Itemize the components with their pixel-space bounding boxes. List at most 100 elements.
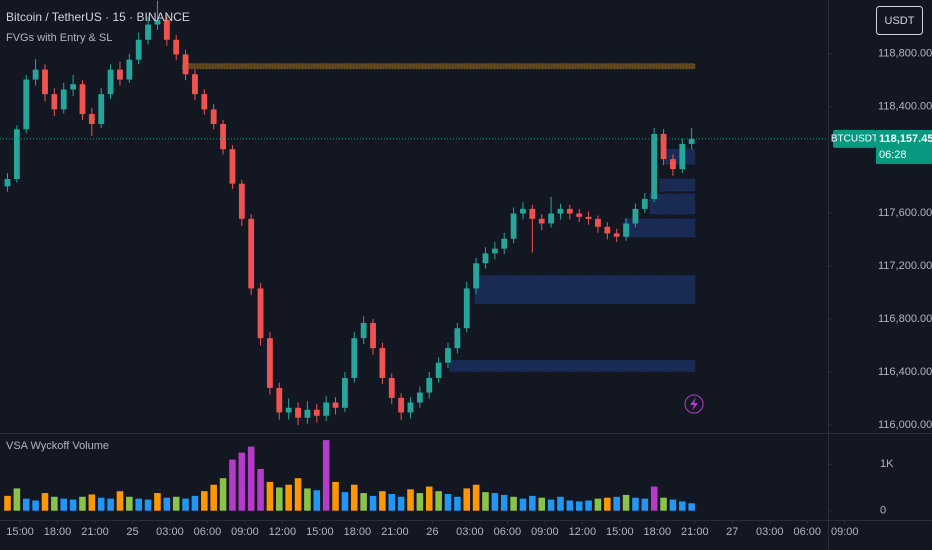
- x-tick-label: 06:00: [194, 526, 222, 538]
- y-tick-label: 116,000.00: [878, 419, 932, 431]
- candle-body: [595, 218, 601, 227]
- volume-bar: [191, 495, 199, 511]
- candle-body: [473, 263, 480, 289]
- volume-bar: [332, 481, 339, 511]
- fvg-zone: [624, 218, 696, 238]
- candle-body: [566, 208, 573, 214]
- x-tick-label: 09:00: [831, 526, 859, 538]
- candle-body: [416, 392, 423, 403]
- candle-body: [154, 19, 161, 25]
- volume-bar: [594, 498, 602, 511]
- candle-body: [360, 322, 367, 339]
- volume-bar: [632, 497, 639, 511]
- alert-icon[interactable]: [684, 394, 704, 414]
- volume-bar: [219, 478, 227, 511]
- alert-bolt[interactable]: [690, 397, 698, 411]
- volume-bar: [229, 459, 236, 511]
- volume-bar: [13, 488, 21, 511]
- candle-body: [201, 94, 208, 110]
- volume-bar: [622, 494, 630, 511]
- volume-bar: [154, 493, 161, 511]
- volume-bar: [285, 484, 292, 511]
- candle-body: [688, 138, 695, 144]
- volume-bar: [613, 496, 620, 511]
- volume-bar: [454, 496, 461, 511]
- volume-bar: [547, 499, 555, 511]
- symbol-tag: [833, 129, 876, 148]
- volume-bar: [585, 500, 592, 511]
- countdown: 06:28: [879, 149, 907, 161]
- candle-body: [510, 213, 517, 239]
- volume-bar: [144, 499, 152, 511]
- x-tick-label: 15:00: [306, 526, 334, 538]
- candle-body: [641, 198, 648, 209]
- volume-bar: [435, 491, 442, 511]
- candle-body: [426, 377, 433, 393]
- volume-bar: [379, 491, 386, 511]
- volume-bar: [538, 497, 545, 511]
- x-tick-label: 21:00: [681, 526, 709, 538]
- volume-bar: [88, 494, 96, 511]
- volume-bar: [69, 499, 77, 511]
- candle-body: [220, 123, 226, 150]
- candle-body: [491, 248, 498, 254]
- volume-bar: [407, 489, 414, 511]
- candle-body: [323, 402, 330, 416]
- candle-body: [435, 362, 442, 378]
- candle-body: [576, 213, 583, 217]
- candle-body: [407, 402, 414, 413]
- x-tick-label: 03:00: [156, 526, 184, 538]
- fvg-zone: [659, 178, 696, 192]
- candle-body: [341, 377, 348, 408]
- candle-body: [126, 59, 133, 80]
- candle-body: [79, 84, 86, 115]
- last-price-label: 118,157.45: [879, 133, 932, 145]
- x-tick-label: 18:00: [644, 526, 672, 538]
- candle-body: [70, 84, 77, 90]
- volume-bar: [444, 493, 452, 511]
- candle-body: [304, 409, 311, 418]
- volume-bar: [210, 484, 217, 511]
- volume-bar: [22, 498, 30, 511]
- volume-bar: [135, 498, 142, 511]
- candle-body: [538, 218, 545, 224]
- candle-body: [670, 159, 676, 170]
- x-tick-label: 27: [726, 526, 738, 538]
- fvg-zone: [649, 193, 696, 215]
- volume-bar: [575, 501, 583, 511]
- volume-bar: [510, 496, 517, 511]
- candle-body: [482, 253, 489, 264]
- candle-body: [651, 133, 658, 199]
- currency-button[interactable]: [876, 6, 923, 35]
- candle-body: [520, 208, 526, 214]
- volume-bar: [360, 493, 367, 511]
- y-tick-label: 116,800.00: [878, 313, 932, 325]
- volume-bar: [182, 498, 189, 511]
- candle-body: [613, 233, 620, 237]
- volume-bar: [669, 499, 677, 511]
- volume-bar: [341, 492, 349, 511]
- candle-body: [463, 288, 470, 329]
- candle-body: [88, 114, 95, 124]
- x-tick-label: 15:00: [606, 526, 634, 538]
- candle-body: [210, 109, 217, 124]
- volume-bar: [641, 498, 649, 511]
- y-tick-label: 117,200.00: [878, 260, 932, 272]
- volume-bar: [529, 495, 536, 511]
- y-tick-label: 118,800.00: [878, 48, 932, 60]
- volume-bar: [126, 496, 133, 511]
- candle-body: [135, 39, 142, 60]
- volume-bar: [266, 481, 274, 511]
- volume-bar: [32, 500, 39, 511]
- candle-body: [604, 226, 611, 234]
- volume-bar: [566, 500, 574, 511]
- volume-bar: [60, 498, 68, 511]
- candle-body: [332, 402, 339, 408]
- currency-label[interactable]: USDT: [885, 15, 915, 27]
- candle-body: [192, 74, 198, 95]
- volume-bar: [416, 493, 424, 511]
- candle-body: [60, 89, 67, 110]
- candle-body: [632, 208, 639, 224]
- candle-body: [623, 223, 629, 237]
- x-tick-label: 26: [426, 526, 438, 538]
